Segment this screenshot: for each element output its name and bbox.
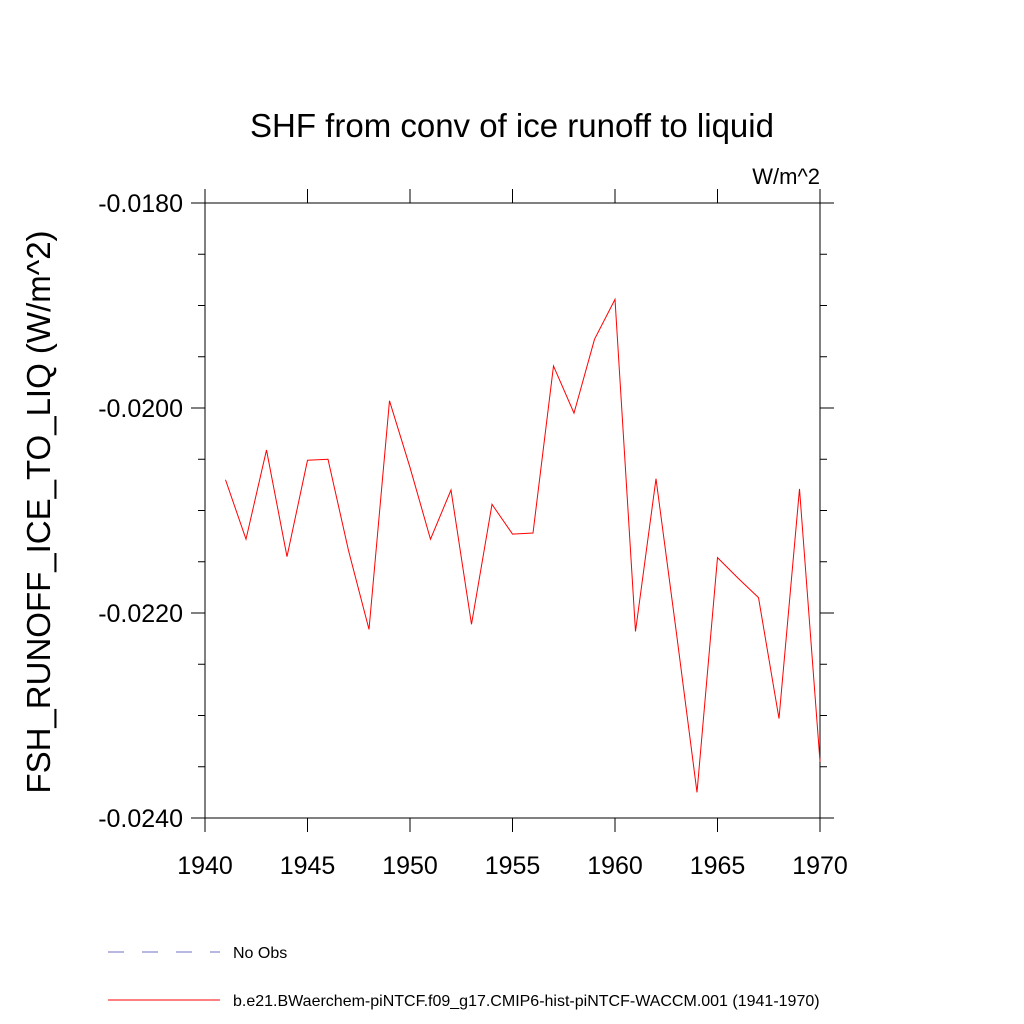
legend-label-model: b.e21.BWaerchem-piNTCF.f09_g17.CMIP6-his… [233, 993, 820, 1010]
units-label: W/m^2 [752, 164, 820, 189]
y-tick-labels: -0.0180 -0.0200 -0.0220 -0.0240 [98, 190, 183, 833]
series-line [225, 297, 821, 793]
y-tick-label: -0.0200 [98, 395, 183, 423]
x-tick-labels: 1940 1945 1950 1955 1960 1965 1970 [177, 852, 848, 880]
x-tick-label: 1940 [177, 852, 233, 880]
x-tick-label: 1945 [280, 852, 336, 880]
legend: No Obs b.e21.BWaerchem-piNTCF.f09_g17.CM… [108, 945, 820, 1010]
x-tick-label: 1955 [485, 852, 541, 880]
x-tick-label: 1970 [792, 852, 848, 880]
x-tick-label: 1965 [690, 852, 746, 880]
legend-label-no-obs: No Obs [233, 945, 287, 962]
x-tick-label: 1960 [587, 852, 643, 880]
series-layer [225, 297, 821, 793]
y-tick-label: -0.0220 [98, 600, 183, 628]
y-tick-label: -0.0240 [98, 805, 183, 833]
y-tick-label: -0.0180 [98, 190, 183, 218]
axis-ticks [191, 189, 834, 832]
chart-title: SHF from conv of ice runoff to liquid [250, 107, 774, 144]
x-tick-label: 1950 [382, 852, 438, 880]
y-axis-label: FSH_RUNOFF_ICE_TO_LIQ (W/m^2) [20, 230, 57, 793]
